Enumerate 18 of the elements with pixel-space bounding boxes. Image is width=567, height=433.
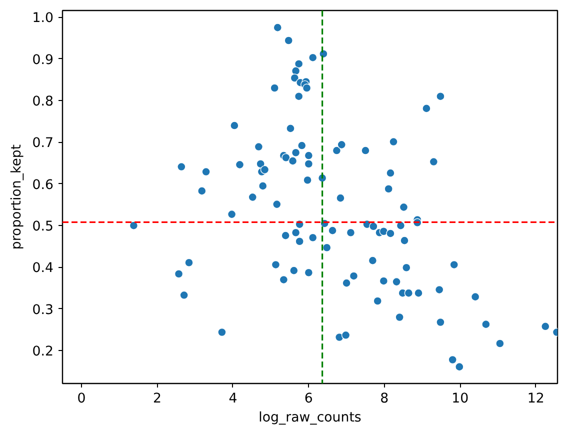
y-tick-label: 0.2 — [32, 344, 54, 360]
y-axis-title: proportion_kept — [9, 144, 24, 250]
x-tick-label: 6 — [304, 392, 313, 406]
y-tick-label: 0.5 — [32, 220, 54, 235]
x-tick-label: 0 — [77, 392, 86, 406]
y-tick-label: 0.4 — [32, 261, 54, 276]
y-tick-label: 0.9 — [32, 52, 54, 68]
x-tick-label: 10 — [452, 392, 469, 406]
x-tick-label: 12 — [527, 392, 544, 406]
y-tick-label: 1.0 — [32, 11, 54, 26]
y-tick-label: 0.3 — [32, 302, 54, 318]
x-tick-label: 8 — [380, 392, 389, 406]
x-tick-label: 4 — [228, 392, 238, 406]
y-tick-label: 0.8 — [32, 94, 54, 110]
x-axis-title: log_raw_counts — [258, 410, 362, 426]
y-tick-label: 0.7 — [32, 136, 54, 152]
x-tick-label: 2 — [152, 392, 162, 406]
y-tick-label: 0.6 — [32, 178, 54, 193]
